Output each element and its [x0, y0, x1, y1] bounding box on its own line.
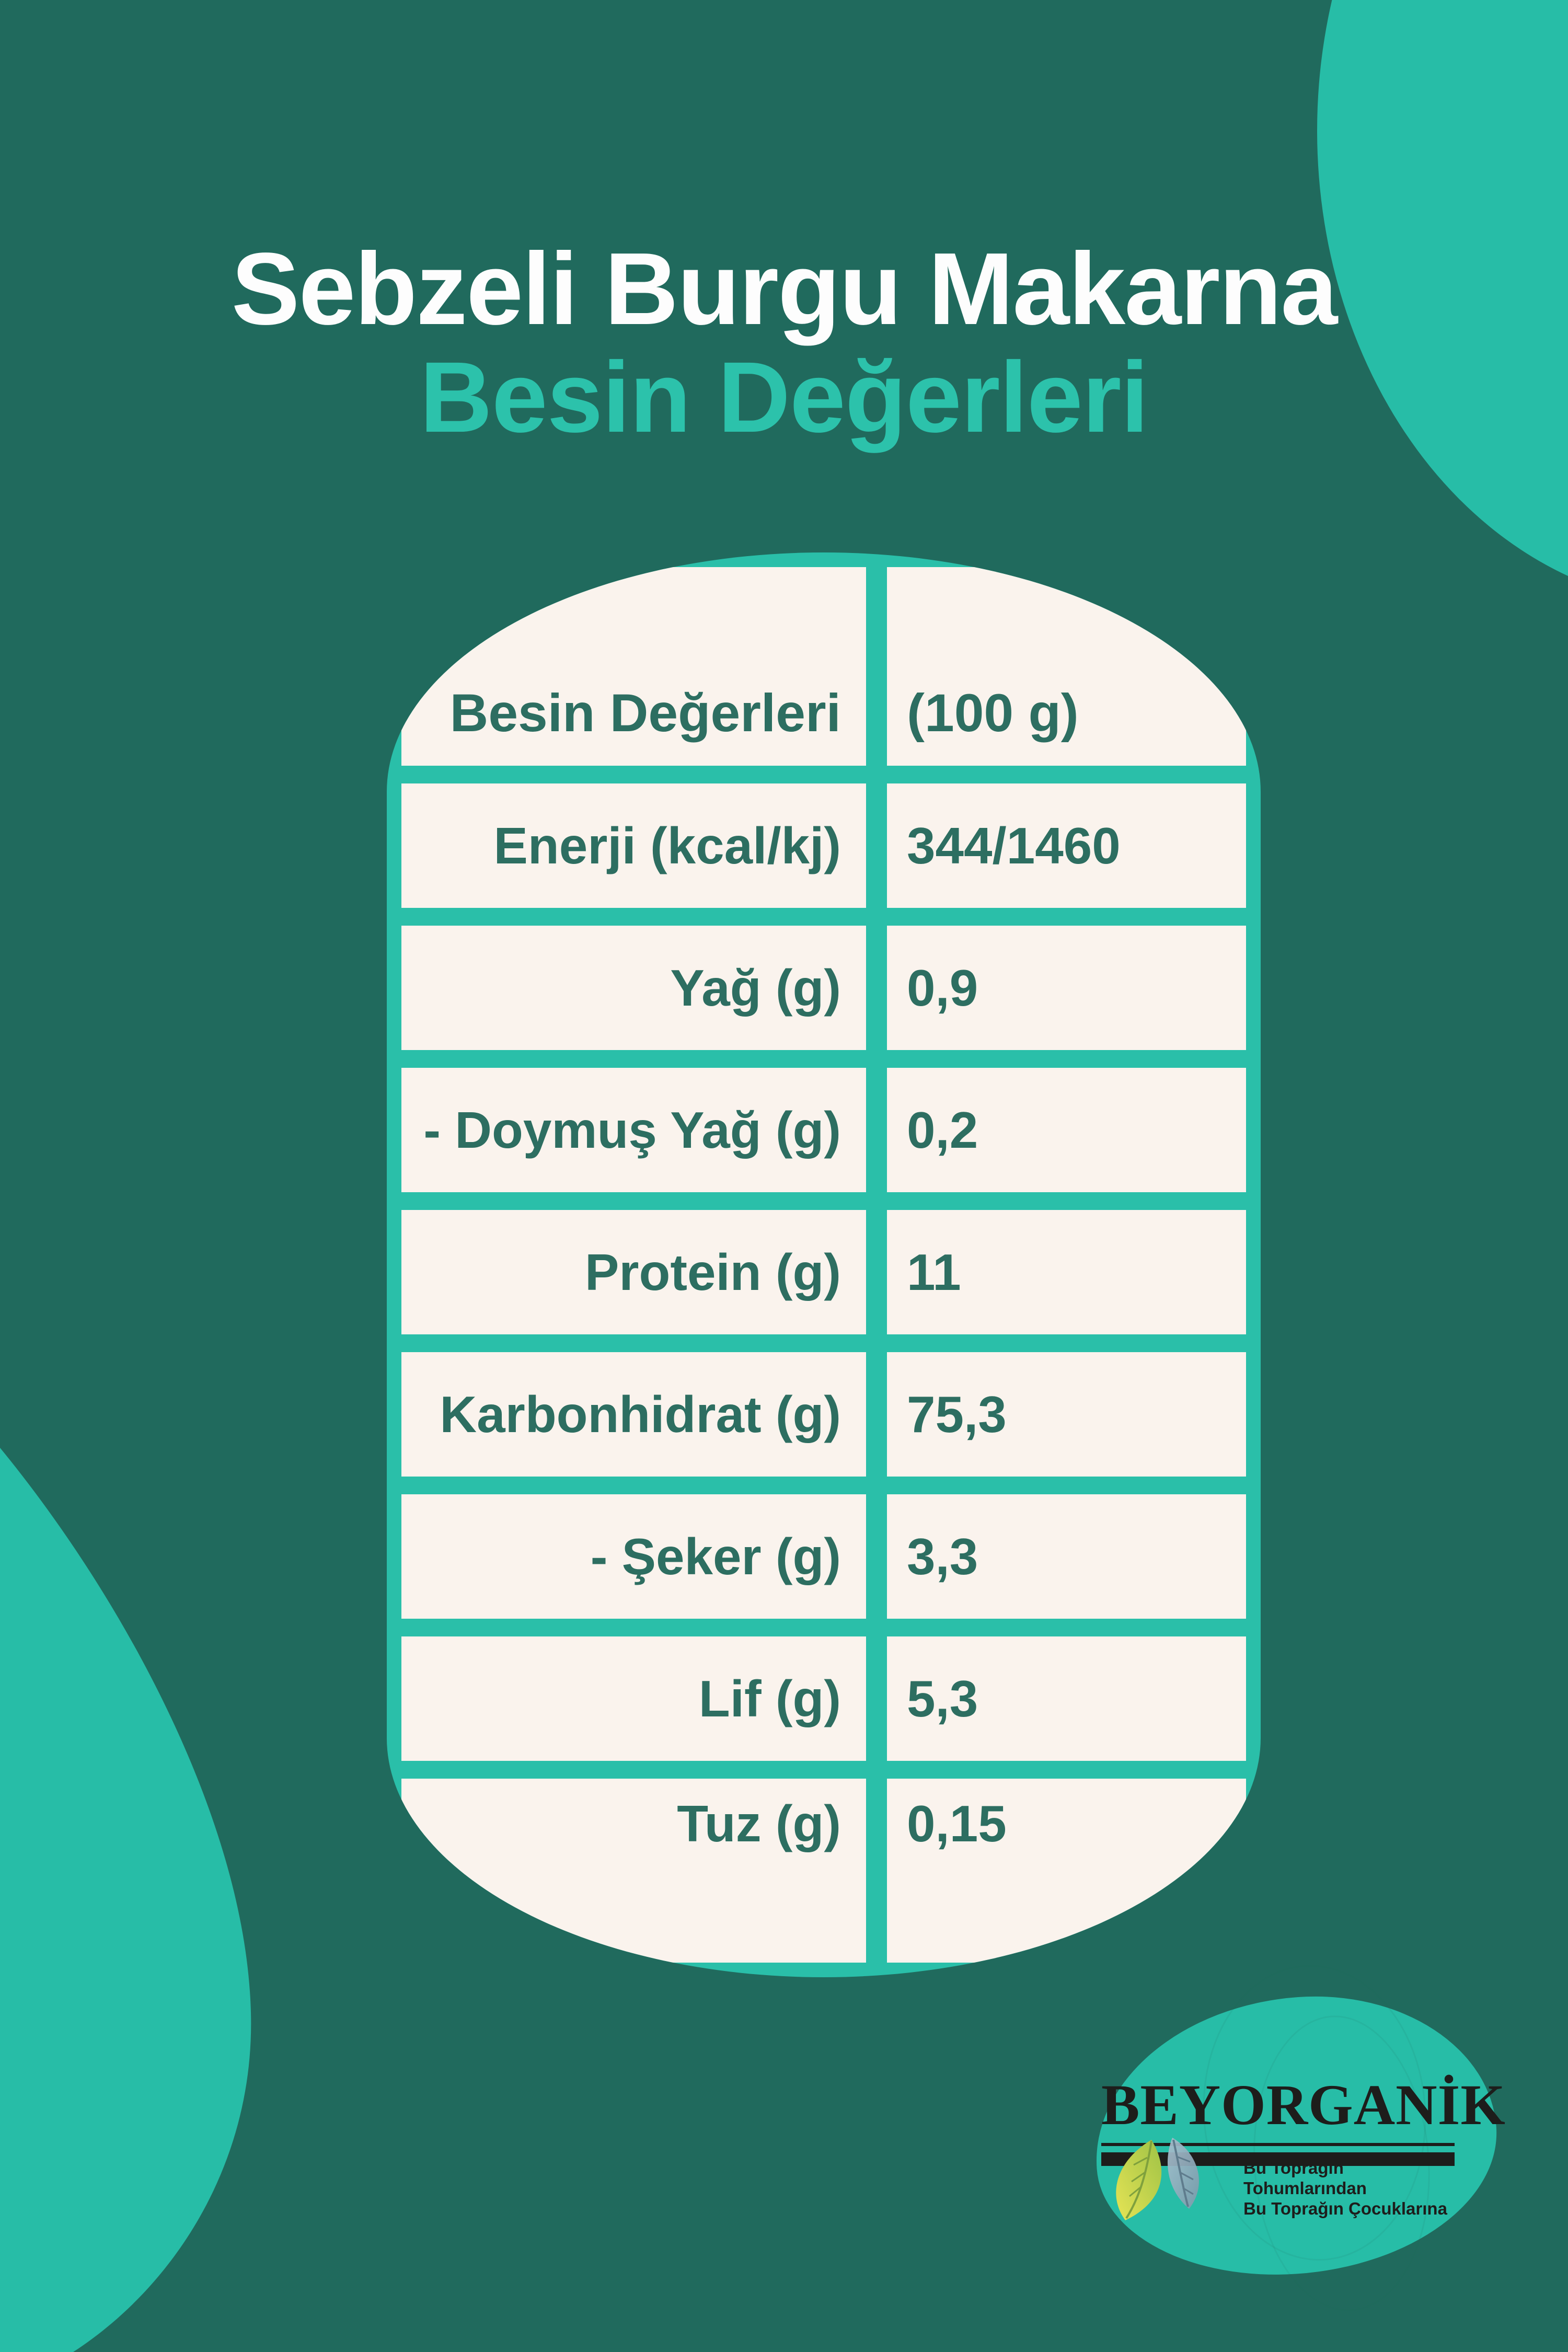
table-header-row: Besin Değerleri (100 g): [401, 567, 1246, 766]
table-row-protein: Protein (g) 11: [401, 1210, 1246, 1334]
row-value: 344/1460: [887, 783, 1246, 908]
table-row-fiber: Lif (g) 5,3: [401, 1636, 1246, 1761]
row-label: Lif (g): [401, 1636, 866, 1761]
row-value: 11: [887, 1210, 1246, 1334]
brand-tagline: Bu Toprağın Tohumlarından Bu Toprağın Ço…: [1243, 2158, 1455, 2219]
table-row-sugar: - Şeker (g) 3,3: [401, 1494, 1246, 1619]
tagline-line-1: Bu Toprağın Tohumlarından: [1243, 2158, 1367, 2198]
logo-thin-rule: [1101, 2143, 1455, 2146]
row-value: 0,9: [887, 926, 1246, 1050]
row-label: Enerji (kcal/kj): [401, 783, 866, 908]
row-value: 0,15: [887, 1779, 1246, 1963]
decor-blob-bottom-left: [0, 1448, 251, 2352]
table-row-carbohydrate: Karbonhidrat (g) 75,3: [401, 1352, 1246, 1477]
tagline-line-2: Bu Toprağın Çocuklarına: [1243, 2199, 1447, 2218]
row-value: 0,2: [887, 1068, 1246, 1192]
row-label: - Şeker (g): [401, 1494, 866, 1619]
brand-name: BEYORGANİK: [1101, 2073, 1506, 2137]
row-label: Tuz (g): [401, 1779, 866, 1963]
row-value: 5,3: [887, 1636, 1246, 1761]
table-row-energy: Enerji (kcal/kj) 344/1460: [401, 783, 1246, 908]
row-label: Yağ (g): [401, 926, 866, 1050]
page-subtitle: Besin Değerleri: [420, 341, 1149, 453]
table-row-fat: Yağ (g) 0,9: [401, 926, 1246, 1050]
row-label: - Doymuş Yağ (g): [401, 1068, 866, 1192]
page-title: Sebzeli Burgu Makarna: [231, 232, 1338, 346]
table-header-label: Besin Değerleri: [401, 567, 866, 766]
row-label: Karbonhidrat (g): [401, 1352, 866, 1477]
table-row-saturated-fat: - Doymuş Yağ (g) 0,2: [401, 1068, 1246, 1192]
row-label: Protein (g): [401, 1210, 866, 1334]
table-header-value: (100 g): [887, 567, 1246, 766]
row-value: 75,3: [887, 1352, 1246, 1477]
brand-logo: BEYORGANİK Bu Toprağın Tohumların: [1101, 2073, 1506, 2246]
row-value: 3,3: [887, 1494, 1246, 1619]
table-row-salt: Tuz (g) 0,15: [401, 1779, 1246, 1963]
two-leaves-icon: [1116, 2138, 1199, 2220]
nutrition-table: Besin Değerleri (100 g) Enerji (kcal/kj)…: [387, 552, 1261, 1977]
